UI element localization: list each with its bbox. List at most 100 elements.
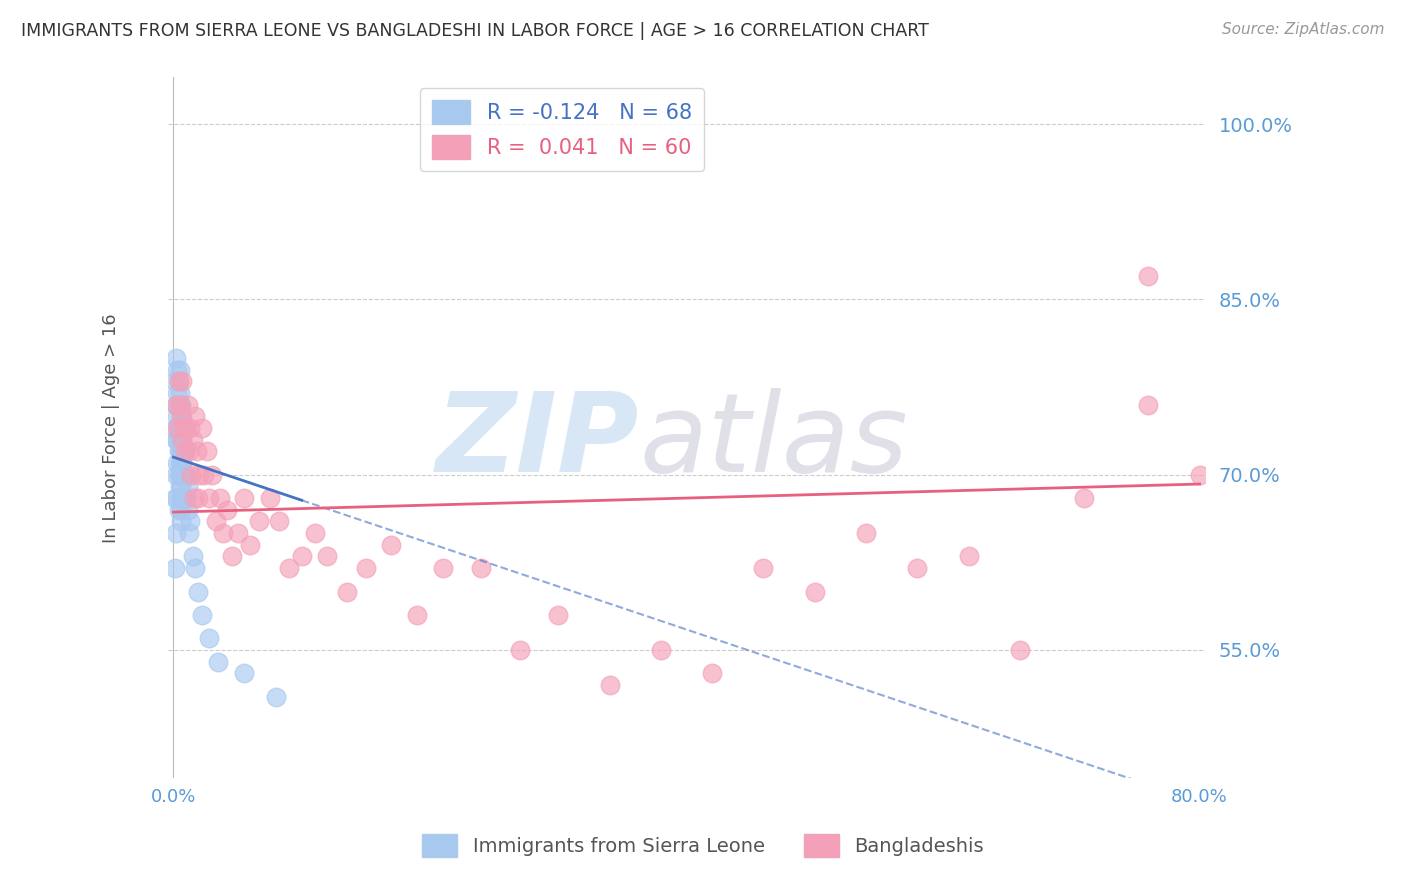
Point — [304, 526, 326, 541]
Point — [166, 409, 188, 424]
Point — [167, 374, 190, 388]
Legend: R = -0.124   N = 68, R =  0.041   N = 60: R = -0.124 N = 68, R = 0.041 N = 60 — [420, 87, 704, 171]
Point — [264, 690, 287, 704]
Point — [752, 561, 775, 575]
Point — [172, 467, 194, 482]
Point — [172, 409, 194, 424]
Point — [167, 421, 190, 435]
Point — [650, 643, 672, 657]
Point — [803, 584, 825, 599]
Point — [169, 444, 191, 458]
Point — [166, 456, 188, 470]
Point — [190, 421, 212, 435]
Point — [957, 549, 980, 564]
Point — [547, 607, 569, 622]
Point — [165, 433, 187, 447]
Point — [172, 433, 194, 447]
Point — [170, 467, 193, 482]
Point — [195, 444, 218, 458]
Point — [198, 632, 221, 646]
Point — [169, 433, 191, 447]
Point — [174, 491, 197, 505]
Text: IMMIGRANTS FROM SIERRA LEONE VS BANGLADESHI IN LABOR FORCE | AGE > 16 CORRELATIO: IMMIGRANTS FROM SIERRA LEONE VS BANGLADE… — [21, 22, 929, 40]
Point — [336, 584, 359, 599]
Point — [599, 678, 621, 692]
Text: atlas: atlas — [640, 389, 908, 495]
Point — [181, 549, 204, 564]
Text: Source: ZipAtlas.com: Source: ZipAtlas.com — [1222, 22, 1385, 37]
Point — [167, 502, 190, 516]
Point — [354, 561, 377, 575]
Point — [166, 385, 188, 400]
Point — [406, 607, 429, 622]
Point — [169, 362, 191, 376]
Point — [432, 561, 454, 575]
Point — [165, 526, 187, 541]
Point — [201, 467, 224, 482]
Point — [177, 526, 200, 541]
Point — [1008, 643, 1031, 657]
Point — [170, 433, 193, 447]
Point — [174, 491, 197, 505]
Point — [267, 515, 290, 529]
Point — [172, 491, 194, 505]
Point — [169, 456, 191, 470]
Point — [174, 444, 197, 458]
Point — [1073, 491, 1095, 505]
Point — [183, 491, 205, 505]
Point — [174, 421, 197, 435]
Point — [187, 491, 209, 505]
Text: In Labor Force | Age > 16: In Labor Force | Age > 16 — [103, 313, 121, 542]
Point — [208, 491, 231, 505]
Text: 80.0%: 80.0% — [1171, 788, 1227, 805]
Text: 0.0%: 0.0% — [150, 788, 195, 805]
Point — [217, 502, 239, 516]
Point — [239, 538, 262, 552]
Point — [172, 433, 194, 447]
Point — [212, 526, 235, 541]
Point — [277, 561, 299, 575]
Point — [170, 444, 193, 458]
Point — [316, 549, 339, 564]
Point — [855, 526, 877, 541]
Point — [176, 479, 198, 493]
Point — [163, 491, 186, 505]
Text: ZIP: ZIP — [436, 389, 640, 495]
Point — [170, 409, 193, 424]
Point — [169, 479, 191, 493]
Point — [169, 398, 191, 412]
Point — [204, 515, 226, 529]
Point — [179, 515, 201, 529]
Point — [170, 515, 193, 529]
Point — [163, 374, 186, 388]
Point — [166, 491, 188, 505]
Point — [172, 456, 194, 470]
Point — [184, 409, 207, 424]
Point — [170, 409, 193, 424]
Point — [291, 549, 314, 564]
Point — [170, 421, 193, 435]
Point — [170, 479, 193, 493]
Point — [1137, 268, 1160, 283]
Point — [172, 374, 194, 388]
Point — [177, 444, 200, 458]
Point — [187, 584, 209, 599]
Point — [167, 467, 190, 482]
Legend: Immigrants from Sierra Leone, Bangladeshis: Immigrants from Sierra Leone, Bangladesh… — [415, 826, 991, 864]
Point — [702, 666, 724, 681]
Point — [173, 444, 195, 458]
Point — [167, 444, 190, 458]
Point — [173, 467, 195, 482]
Point — [170, 456, 193, 470]
Point — [167, 374, 190, 388]
Point — [233, 491, 256, 505]
Point — [173, 421, 195, 435]
Point — [163, 561, 186, 575]
Point — [509, 643, 531, 657]
Point — [190, 607, 212, 622]
Point — [380, 538, 402, 552]
Point — [170, 398, 193, 412]
Point — [174, 467, 197, 482]
Point — [176, 398, 198, 412]
Point — [167, 398, 190, 412]
